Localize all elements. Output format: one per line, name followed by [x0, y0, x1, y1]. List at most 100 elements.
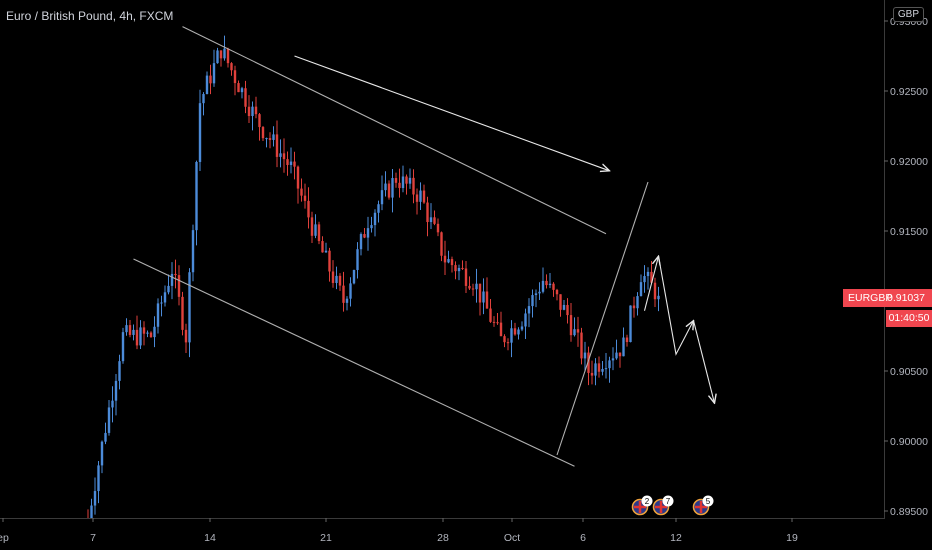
candle — [345, 296, 349, 311]
candle — [195, 160, 198, 246]
projection-arrow[interactable] — [692, 320, 715, 404]
candle-body — [412, 177, 415, 195]
projection-arrow[interactable] — [643, 256, 659, 311]
candle — [555, 288, 559, 301]
candle-body — [265, 138, 268, 140]
candle-body — [317, 224, 321, 242]
candle-body — [611, 358, 615, 361]
y-tick-label: 0.91500 — [890, 226, 928, 238]
candle-body — [583, 352, 587, 359]
candle — [324, 242, 328, 253]
candle — [93, 477, 97, 515]
candle-body — [146, 332, 149, 334]
candle — [534, 289, 538, 308]
candle-body — [384, 183, 387, 191]
y-tick-label: 0.90000 — [890, 436, 928, 448]
candle-body — [128, 325, 132, 335]
candle-body — [191, 230, 195, 273]
gb-flag-icon[interactable]: 2 — [631, 495, 653, 516]
candle-body — [125, 325, 128, 333]
candle-body — [324, 250, 328, 253]
candle — [464, 261, 468, 294]
candle-body — [503, 336, 506, 343]
candle — [632, 296, 636, 318]
candle — [261, 125, 265, 142]
candle — [387, 180, 391, 200]
price-axis[interactable]: 0.895000.900000.905000.910000.915000.920… — [884, 0, 932, 550]
candle — [132, 324, 135, 341]
candle-body — [545, 280, 548, 286]
candle — [436, 218, 440, 237]
candle-body — [219, 50, 223, 59]
candle — [251, 101, 254, 131]
candle-body — [335, 275, 338, 283]
candle — [226, 47, 230, 68]
candle — [594, 358, 597, 386]
candle — [282, 138, 286, 173]
candle-body — [562, 304, 566, 310]
candle-body — [436, 223, 440, 233]
candle — [237, 80, 240, 93]
economic-events[interactable]: 2 7 5 — [631, 495, 714, 516]
x-tick-label: Oct — [504, 532, 520, 544]
candle — [618, 352, 622, 368]
projection-arrow[interactable] — [294, 55, 610, 171]
candle — [125, 318, 128, 336]
candle-body — [349, 283, 352, 299]
candle — [268, 132, 272, 149]
candle — [303, 183, 307, 209]
projection-arrow[interactable] — [657, 256, 694, 356]
candle-body — [394, 178, 398, 183]
candle — [139, 320, 142, 350]
candle-body — [321, 241, 324, 253]
y-tick-label: 0.90500 — [890, 366, 928, 378]
candle — [212, 49, 216, 87]
candle — [415, 188, 419, 215]
candle-body — [622, 337, 625, 357]
candle — [244, 80, 247, 114]
gb-flag-icon[interactable]: 7 — [652, 495, 674, 516]
gb-flag-icon[interactable]: 5 — [692, 495, 714, 516]
candle — [475, 268, 478, 303]
candle-body — [513, 328, 517, 335]
candle-body — [373, 212, 377, 226]
candle — [489, 299, 492, 323]
candle-body — [601, 368, 604, 372]
candle-body — [202, 94, 205, 104]
trendline[interactable] — [556, 181, 649, 456]
trendline[interactable] — [133, 258, 575, 467]
candle — [639, 274, 643, 297]
candle-body — [286, 159, 289, 165]
candle-body — [338, 275, 342, 286]
candle — [317, 221, 321, 245]
last-price-tag: EURGBP 0.91037 — [843, 289, 932, 307]
candle-body — [520, 326, 524, 330]
candle — [114, 374, 118, 416]
candle — [562, 300, 566, 311]
candle — [650, 261, 653, 283]
candle — [429, 203, 433, 229]
candle — [643, 265, 646, 293]
candle-body — [156, 303, 160, 327]
symbol-label: EURGBP — [848, 292, 893, 304]
time-axis[interactable]: ep 7 14 21 28 Oct 6 12 19 — [0, 518, 932, 550]
candle — [548, 273, 552, 289]
candle — [412, 169, 415, 204]
candle-body — [625, 337, 629, 343]
trendline[interactable] — [182, 26, 607, 235]
candle-body — [132, 329, 135, 335]
candle — [230, 62, 233, 76]
candle — [97, 461, 100, 504]
candle-body — [552, 283, 555, 290]
candle-body — [209, 75, 212, 84]
candle — [443, 240, 447, 275]
candle-body — [489, 308, 492, 322]
candle — [146, 330, 149, 338]
candle-body — [419, 190, 422, 202]
candle-body — [629, 305, 632, 343]
currency-badge[interactable]: GBP — [892, 7, 924, 22]
candle — [646, 267, 650, 290]
candle-body — [632, 305, 636, 309]
candle-body — [293, 161, 296, 167]
